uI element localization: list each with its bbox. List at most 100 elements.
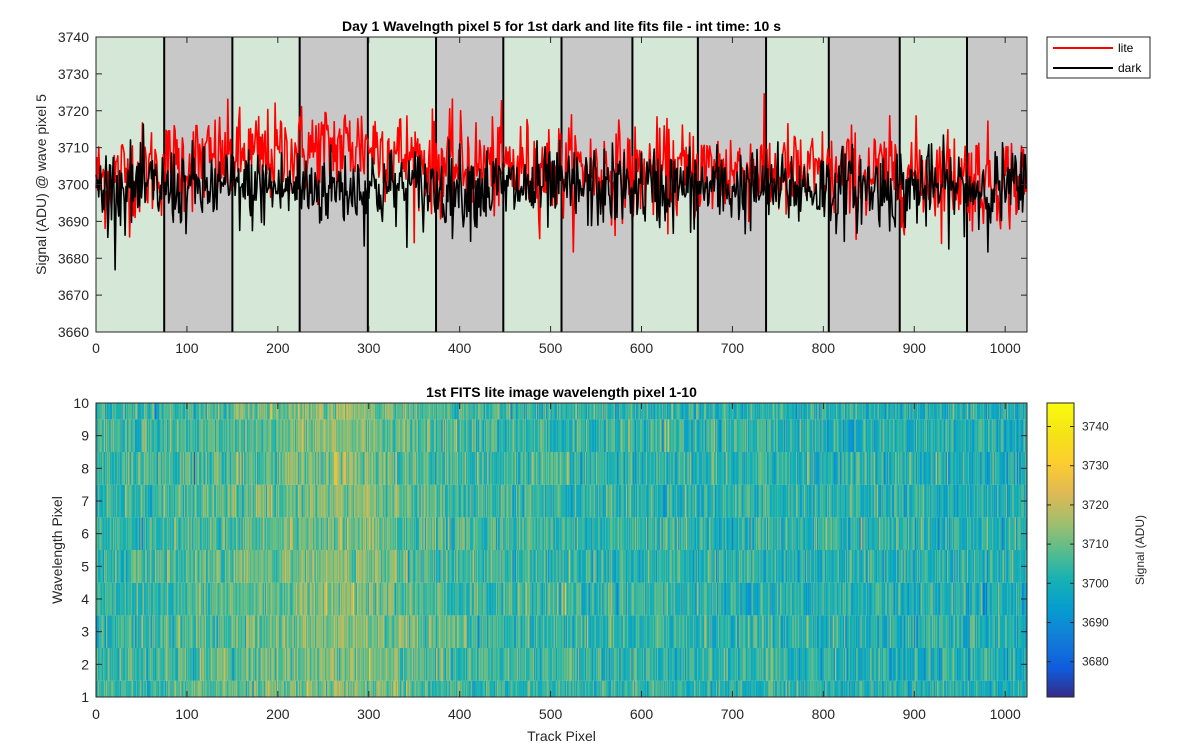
heatmap-cell bbox=[431, 582, 433, 616]
heatmap-cell bbox=[586, 648, 588, 681]
heatmap-cell bbox=[335, 680, 337, 697]
heatmap-cell bbox=[129, 582, 131, 616]
heatmap-cell bbox=[198, 615, 201, 648]
heatmap-cell bbox=[112, 648, 114, 681]
heatmap-cell bbox=[924, 615, 926, 648]
heatmap-cell bbox=[930, 680, 932, 697]
heatmap-cell bbox=[107, 615, 110, 648]
heatmap-cell bbox=[345, 615, 347, 648]
heatmap-cell bbox=[148, 582, 151, 616]
heatmap-cell bbox=[636, 648, 638, 681]
heatmap-cell bbox=[984, 615, 986, 648]
heatmap-cell bbox=[834, 680, 836, 697]
heatmap-cell bbox=[473, 680, 475, 697]
heatmap-cell bbox=[354, 582, 356, 616]
heatmap-cell bbox=[877, 615, 880, 648]
heatmap-cell bbox=[388, 615, 391, 648]
heatmap-cell bbox=[728, 680, 731, 697]
y-tick-label: 3670 bbox=[58, 287, 89, 303]
heatmap-cell bbox=[627, 648, 630, 681]
heatmap-cell bbox=[827, 680, 830, 697]
heatmap-cell bbox=[601, 615, 603, 648]
heatmap-cell bbox=[804, 648, 806, 681]
heatmap-cell bbox=[673, 648, 675, 681]
heatmap-cell bbox=[424, 648, 426, 681]
heatmap-cell bbox=[724, 648, 726, 681]
heatmap-cell bbox=[427, 648, 430, 681]
heatmap-cell bbox=[306, 648, 309, 681]
heatmap-cell bbox=[787, 648, 790, 681]
heatmap-cell bbox=[609, 680, 611, 697]
heatmap-cell bbox=[933, 648, 935, 681]
heatmap-cell bbox=[809, 615, 812, 648]
heatmap-cell bbox=[128, 648, 131, 681]
heatmap-cell bbox=[786, 648, 788, 681]
heatmap-cell bbox=[264, 615, 266, 648]
heatmap-cell bbox=[746, 615, 748, 648]
heatmap-cell bbox=[696, 615, 698, 648]
heatmap-cell bbox=[632, 648, 634, 681]
heatmap-cell bbox=[582, 648, 584, 681]
heatmap-cell bbox=[671, 680, 673, 697]
heatmap-cell bbox=[762, 680, 764, 697]
heatmap-cell bbox=[535, 648, 537, 681]
heatmap-cell bbox=[774, 680, 776, 697]
heatmap-cell bbox=[926, 680, 929, 697]
heatmap-cell bbox=[656, 680, 659, 697]
heatmap-cell bbox=[434, 648, 436, 681]
heatmap-cell bbox=[154, 582, 156, 616]
heatmap-cell bbox=[216, 680, 218, 697]
heatmap-cell bbox=[348, 615, 351, 648]
heatmap-cell bbox=[156, 680, 158, 697]
heatmap-cell bbox=[410, 582, 412, 616]
heatmap-cell bbox=[490, 648, 492, 681]
heatmap-cell bbox=[196, 582, 198, 616]
heatmap-cell bbox=[306, 680, 309, 697]
heatmap-cell bbox=[435, 680, 437, 697]
heatmap-cell bbox=[561, 648, 563, 681]
heatmap-cell bbox=[469, 648, 471, 681]
heatmap-cell bbox=[868, 615, 871, 648]
heatmap-cell bbox=[362, 615, 364, 648]
heatmap-cell bbox=[237, 582, 240, 616]
heatmap-cell bbox=[732, 680, 734, 697]
heatmap-cell bbox=[339, 680, 341, 697]
heatmap-cell bbox=[1022, 680, 1024, 697]
heatmap-cell bbox=[736, 615, 739, 648]
heatmap-cell bbox=[260, 615, 262, 648]
heatmap-cell bbox=[722, 680, 724, 697]
heatmap-cell bbox=[879, 648, 882, 681]
y-tick-label: 3680 bbox=[58, 250, 89, 266]
heatmap-cell bbox=[216, 615, 219, 648]
heatmap-cell bbox=[646, 680, 648, 697]
heatmap-cell bbox=[469, 680, 471, 697]
heatmap-cell bbox=[579, 648, 581, 681]
heatmap-cell bbox=[976, 680, 978, 697]
heatmap-cell bbox=[528, 680, 531, 697]
heatmap-cell bbox=[952, 615, 954, 648]
heatmap-cell bbox=[161, 648, 163, 681]
heatmap-cell bbox=[268, 615, 271, 648]
heatmap-cell bbox=[984, 680, 986, 697]
heatmap-cell bbox=[291, 582, 293, 616]
heatmap-cell bbox=[957, 615, 960, 648]
heatmap-cell bbox=[549, 680, 551, 697]
heatmap-cell bbox=[144, 615, 146, 648]
heatmap-cell bbox=[226, 582, 228, 616]
heatmap-cell bbox=[436, 648, 438, 681]
heatmap-cell bbox=[119, 680, 121, 697]
heatmap-cell bbox=[156, 648, 159, 681]
heatmap-cell bbox=[286, 648, 289, 681]
heatmap-cell bbox=[596, 615, 598, 648]
heatmap-cell bbox=[585, 615, 587, 648]
heatmap-cell bbox=[139, 582, 141, 616]
heatmap-cell bbox=[919, 648, 922, 681]
heatmap-cell bbox=[1025, 680, 1027, 697]
heatmap-cell bbox=[692, 648, 694, 681]
heatmap-cell bbox=[489, 648, 491, 681]
heatmap-cell bbox=[297, 582, 300, 616]
heatmap-cell bbox=[364, 648, 366, 681]
heatmap-cell bbox=[263, 582, 265, 616]
heatmap-cell bbox=[905, 648, 907, 681]
